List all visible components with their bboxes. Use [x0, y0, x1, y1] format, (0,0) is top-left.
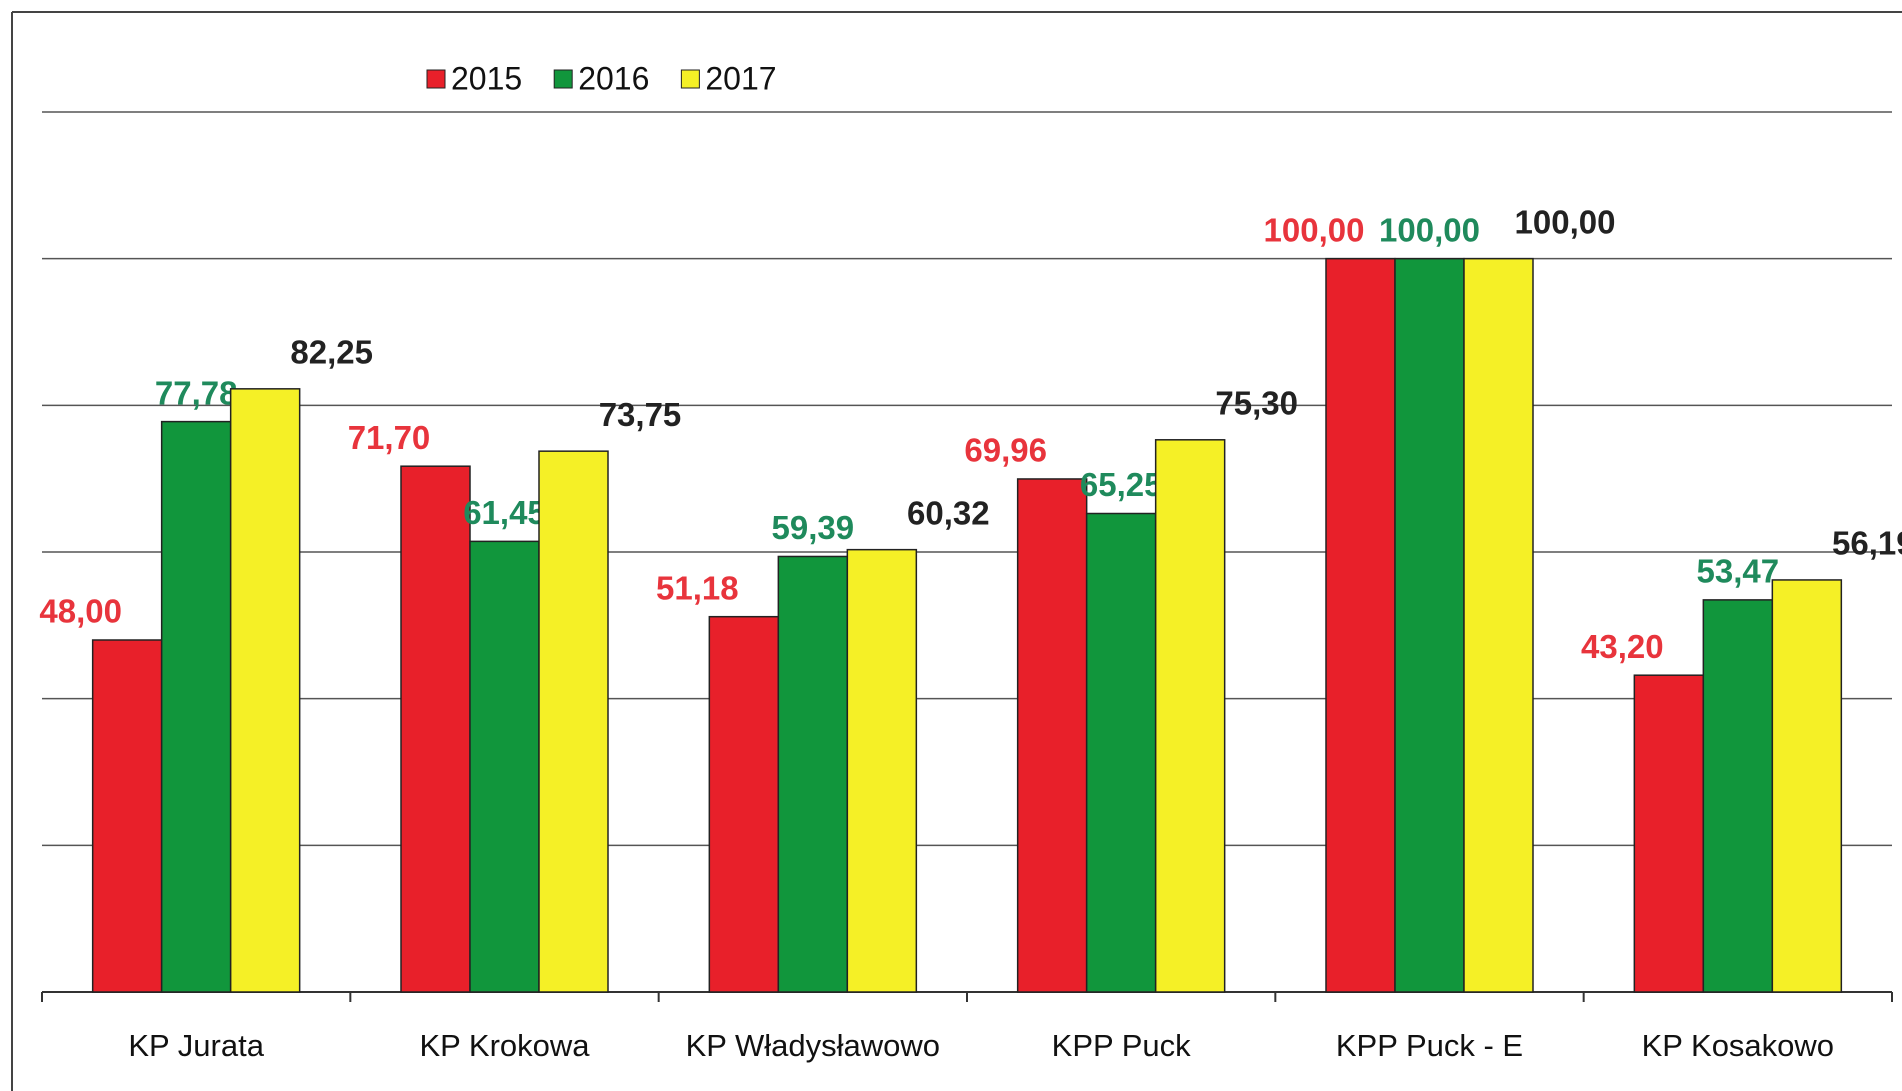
data-label: 77,78: [155, 374, 238, 411]
data-label: 65,25: [1080, 466, 1163, 503]
data-label: 73,75: [599, 396, 682, 433]
bar: [1085, 512, 1157, 993]
data-label: 69,96: [964, 432, 1047, 469]
x-tick-label: KPP Puck - E: [1336, 1028, 1523, 1063]
data-label: 59,39: [772, 509, 855, 546]
data-label: 100,00: [1515, 203, 1616, 240]
bar: [846, 548, 918, 993]
bar: [1771, 579, 1843, 993]
bar: [160, 420, 232, 993]
x-tick-label: KPP Puck: [1052, 1028, 1192, 1063]
bar: [1016, 478, 1088, 993]
data-label: 82,25: [290, 334, 373, 371]
bar: [400, 465, 471, 993]
data-label: 48,00: [39, 593, 122, 630]
bar: [708, 615, 780, 993]
bar: [91, 639, 163, 993]
legend-label: 2017: [705, 60, 776, 96]
legend-swatch: [680, 69, 700, 89]
legend-swatch: [553, 69, 573, 89]
data-label: 100,00: [1264, 211, 1365, 248]
x-tick-label: KP Krokowa: [419, 1028, 590, 1063]
bar: [1325, 257, 1396, 993]
data-label: 51,18: [656, 569, 739, 606]
data-label: 75,30: [1215, 385, 1298, 422]
data-label: 100,00: [1379, 211, 1480, 248]
bar: [777, 555, 849, 993]
x-tick-label: KP Jurata: [128, 1028, 264, 1063]
x-tick-label: KP Władysławowo: [686, 1028, 940, 1063]
data-label: 53,47: [1697, 553, 1780, 590]
data-label: 71,70: [348, 419, 431, 456]
data-label: 61,45: [463, 494, 546, 531]
legend-swatch: [426, 69, 446, 89]
x-tick-label: KP Kosakowo: [1642, 1028, 1834, 1063]
bar: [469, 540, 540, 993]
bar: [1463, 257, 1534, 993]
bar: [1154, 439, 1226, 993]
bar: [538, 450, 609, 993]
data-label: 43,20: [1581, 628, 1664, 665]
bar: [1394, 257, 1465, 993]
bar: [1633, 674, 1705, 993]
bar: [229, 388, 301, 993]
data-label: 60,32: [907, 494, 990, 531]
legend-label: 2016: [578, 60, 649, 96]
bar: [1702, 599, 1774, 993]
legend-label: 2015: [451, 60, 522, 96]
data-label: 56,19: [1832, 525, 1902, 562]
